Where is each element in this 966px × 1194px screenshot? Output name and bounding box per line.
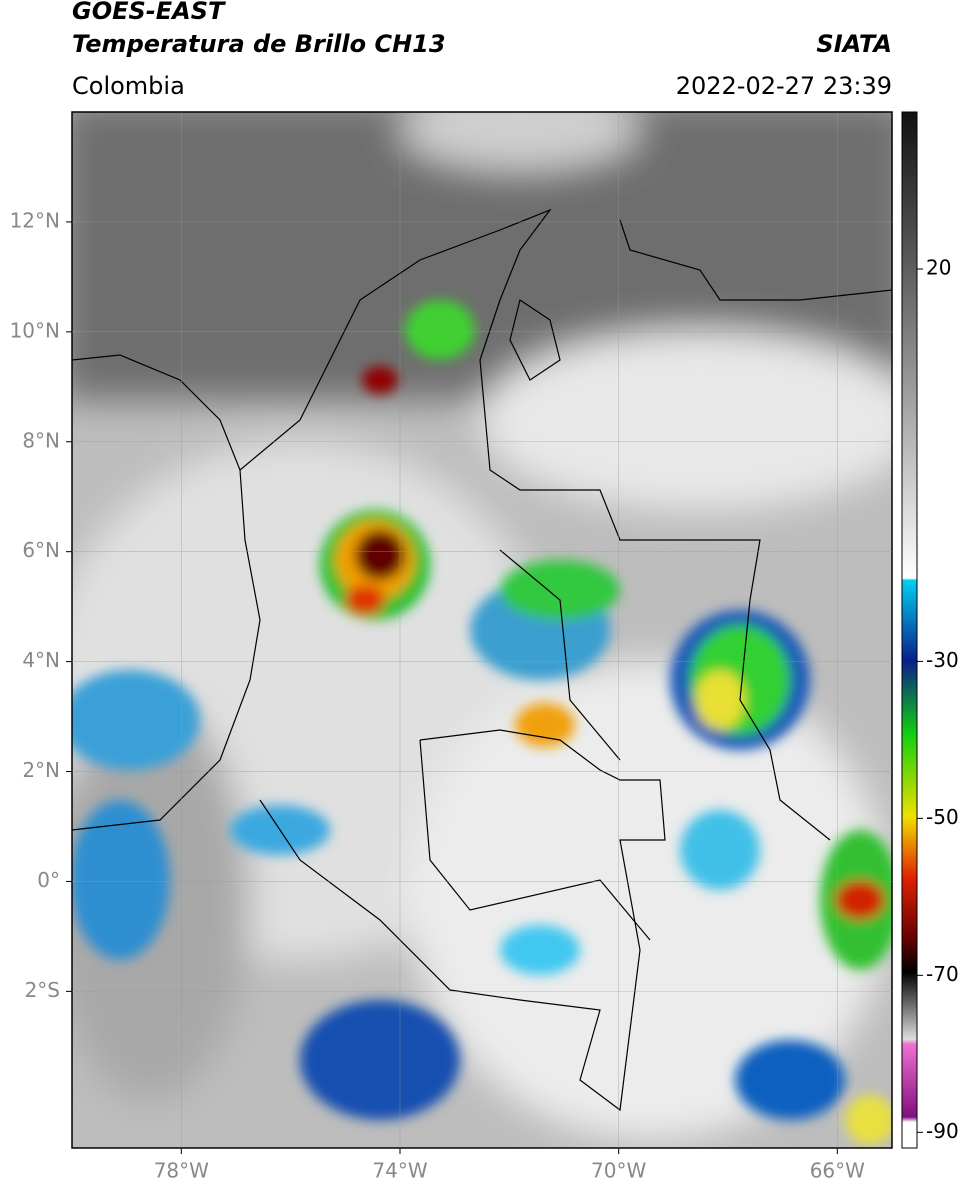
colorbar-tick-label: 20: [926, 255, 951, 279]
source: SIATA: [816, 30, 892, 58]
y-tick-label: 2°N: [22, 758, 60, 782]
y-tick-label: 6°N: [22, 538, 60, 562]
colorbar: [901, 111, 918, 1149]
y-tick-label: 10°N: [10, 318, 60, 342]
datetime: 2022-02-27 23:39: [676, 72, 892, 100]
colorbar-tick-label: -70: [926, 962, 959, 986]
x-tick-label: 66°W: [810, 1159, 865, 1183]
satellite-image: [72, 112, 892, 1148]
colorbar-tick-label: -30: [926, 648, 959, 672]
x-tick-label: 70°W: [591, 1159, 646, 1183]
y-tick-label: 4°N: [22, 648, 60, 672]
title-line-2: Temperatura de Brillo CH13: [72, 30, 446, 58]
x-tick-label: 74°W: [372, 1159, 427, 1183]
y-tick-label: 8°N: [22, 428, 60, 452]
y-tick-label: 12°N: [10, 208, 60, 232]
map-frame: [71, 111, 893, 1149]
title-line-1: GOES-EAST: [72, 0, 226, 25]
x-tick-label: 78°W: [154, 1159, 209, 1183]
colorbar-tick-label: -50: [926, 805, 959, 829]
y-tick-label: 0°: [37, 868, 60, 892]
y-tick-label: 2°S: [25, 978, 60, 1002]
colorbar-tick-label: -90: [926, 1119, 959, 1143]
region: Colombia: [72, 72, 185, 100]
